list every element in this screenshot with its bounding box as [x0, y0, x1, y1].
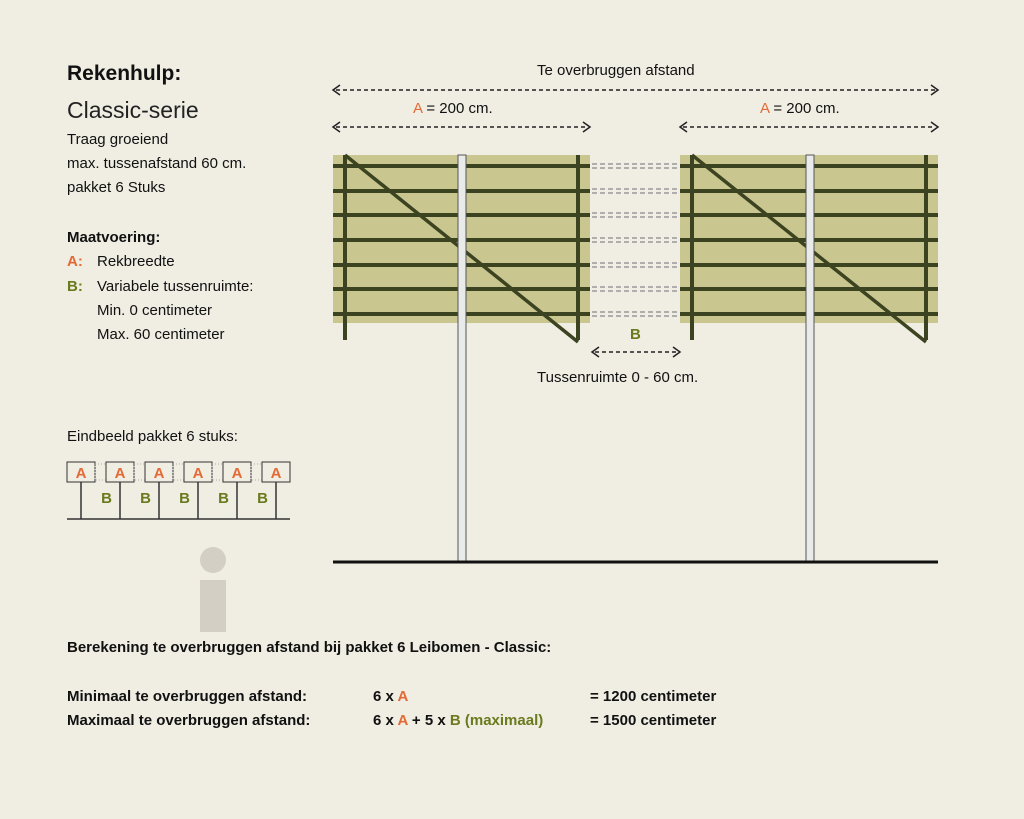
info-line: pakket 6 Stuks — [67, 179, 166, 196]
legend-b-key: B: — [67, 278, 83, 295]
endview-gap — [94, 463, 107, 481]
total-arrow-head — [930, 84, 940, 96]
info-icon — [200, 580, 226, 632]
total-arrow-head — [331, 84, 341, 96]
b-arrow-head — [672, 346, 682, 358]
legend-a-key: A: — [67, 253, 83, 270]
a-value: = 200 cm. — [426, 100, 493, 117]
formula-text: 6 x — [373, 688, 398, 705]
a-width-left: A = 200 cm. — [413, 100, 493, 117]
endview-gap — [172, 463, 185, 481]
min-result: = 1200 centimeter — [590, 688, 717, 705]
endview-title: Eindbeeld pakket 6 stuks: — [67, 428, 238, 445]
min-label: Minimaal te overbruggen afstand: — [67, 688, 308, 705]
endview-a-label: A — [271, 465, 282, 482]
max-formula: 6 x A + 5 x B (maximaal) — [373, 712, 543, 729]
tree-trunk — [457, 154, 467, 564]
legend-title: Maatvoering: — [67, 229, 161, 246]
endview-gap — [250, 463, 263, 481]
title: Rekenhulp: — [67, 62, 182, 85]
endview-gap — [133, 463, 146, 481]
legend-a-text: Rekbreedte — [97, 253, 175, 270]
info-line: max. tussenafstand 60 cm. — [67, 155, 247, 172]
b-arrow-head — [590, 346, 600, 358]
formula-b: B (maximaal) — [449, 712, 544, 729]
endview-b-label: B — [101, 490, 112, 507]
a-arrow-left-head — [331, 121, 341, 133]
legend-b-max: Max. 60 centimeter — [97, 326, 225, 343]
endview-a-label: A — [154, 465, 165, 482]
a-arrow-right-head — [930, 121, 940, 133]
info-icon — [200, 547, 226, 573]
a-value: = 200 cm. — [773, 100, 840, 117]
endview-b-label: B — [218, 490, 229, 507]
endview-a-label: A — [193, 465, 204, 482]
b-key: B — [630, 326, 641, 343]
total-distance-label: Te overbruggen afstand — [537, 62, 695, 79]
gap-label: Tussenruimte 0 - 60 cm. — [537, 369, 699, 386]
endview-b-label: B — [257, 490, 268, 507]
a-arrow-left-head — [582, 121, 592, 133]
endview-a-label: A — [115, 465, 126, 482]
endview-gap — [211, 463, 224, 481]
endview-a-label: A — [76, 465, 87, 482]
legend-b-min: Min. 0 centimeter — [97, 302, 213, 319]
calc-title: Berekening te overbruggen afstand bij pa… — [67, 639, 552, 656]
min-formula: 6 x A — [373, 688, 408, 705]
info-line: Traag groeiend — [67, 131, 169, 148]
a-key: A — [413, 100, 423, 117]
formula-text: + 5 x — [407, 712, 450, 729]
formula-text: 6 x — [373, 712, 398, 729]
a-key: A — [760, 100, 770, 117]
endview-b-label: B — [179, 490, 190, 507]
tree-trunk — [805, 154, 815, 564]
a-arrow-right-head — [678, 121, 688, 133]
endview-b-label: B — [140, 490, 151, 507]
endview-a-label: A — [232, 465, 243, 482]
formula-a: A — [397, 688, 409, 705]
formula-a: A — [397, 712, 408, 729]
series-name: Classic-serie — [67, 97, 199, 123]
max-label: Maximaal te overbruggen afstand: — [67, 712, 311, 729]
a-width-right: A = 200 cm. — [760, 100, 840, 117]
legend-b-text: Variabele tussenruimte: — [97, 278, 254, 295]
max-result: = 1500 centimeter — [590, 712, 717, 729]
